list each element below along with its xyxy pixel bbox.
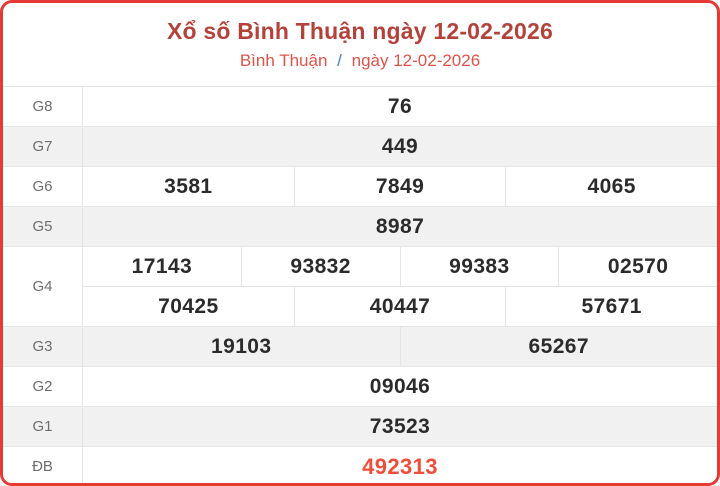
prize-number: 99383 xyxy=(399,247,559,286)
card-header: Xổ số Bình Thuận ngày 12-02-2026 Bình Th… xyxy=(3,3,717,86)
prize-label: G8 xyxy=(3,87,83,126)
breadcrumb-separator: / xyxy=(337,51,342,70)
breadcrumb-date-link[interactable]: ngày 12-02-2026 xyxy=(351,51,481,70)
prize-row-g8: G8 76 xyxy=(3,86,717,126)
prize-label: G7 xyxy=(3,127,83,166)
prize-number: 3581 xyxy=(164,174,213,198)
prize-number: 73523 xyxy=(369,414,431,438)
prize-number: 65267 xyxy=(399,327,718,366)
prize-label: G3 xyxy=(3,327,83,366)
prize-number: 09046 xyxy=(369,374,431,398)
prize-number: 40447 xyxy=(293,287,506,326)
prize-row-g6: G6 3581 7849 4065 xyxy=(3,166,717,206)
prize-number: 02570 xyxy=(558,247,717,286)
prize-row-g4: G4 17143 93832 99383 02570 70425 40447 5… xyxy=(3,246,717,326)
prize-label: G4 xyxy=(3,247,83,326)
breadcrumb-province-link[interactable]: Bình Thuận xyxy=(239,51,328,70)
prize-number: 449 xyxy=(381,134,419,158)
prize-row-g5: G5 8987 xyxy=(3,206,717,246)
breadcrumb: Bình Thuận / ngày 12-02-2026 xyxy=(240,51,480,71)
page-title: Xổ số Bình Thuận ngày 12-02-2026 xyxy=(166,18,553,44)
prize-label: G6 xyxy=(3,167,83,206)
prize-row-db: ĐB 492313 xyxy=(3,446,717,483)
prize-row-g7: G7 449 xyxy=(3,126,717,166)
prize-label: G5 xyxy=(3,207,83,246)
prize-label: G1 xyxy=(3,407,83,446)
prize-row-g1: G1 73523 xyxy=(3,406,717,446)
prize-table: G8 76 G7 449 G6 3581 7849 4065 G5 8987 xyxy=(3,86,717,483)
prize-label: G2 xyxy=(3,367,83,406)
special-prize-number: 492313 xyxy=(362,453,438,479)
prize-number: 7849 xyxy=(293,167,506,206)
prize-row-g3: G3 19103 65267 xyxy=(3,326,717,366)
prize-label: ĐB xyxy=(3,447,83,483)
prize-number: 4065 xyxy=(505,167,717,206)
prize-number: 70425 xyxy=(158,294,219,318)
prize-number: 57671 xyxy=(505,287,717,326)
prize-number: 93832 xyxy=(240,247,400,286)
prize-number: 19103 xyxy=(211,334,272,358)
prize-number: 8987 xyxy=(375,214,425,238)
prize-number: 17143 xyxy=(131,254,193,278)
prize-number: 76 xyxy=(387,94,413,118)
prize-row-g2: G2 09046 xyxy=(3,366,717,406)
